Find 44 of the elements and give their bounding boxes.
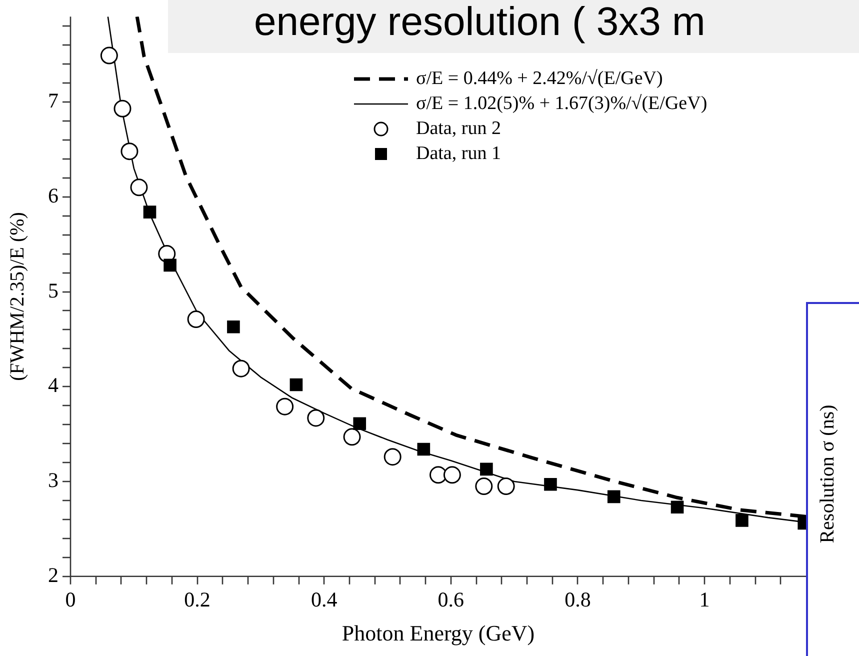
y-tick-label: 2 [48, 562, 58, 587]
title-banner: energy resolution ( 3x3 m [168, 0, 859, 53]
y-tick-label: 3 [48, 468, 58, 492]
legend-label: σ/E = 0.44% + 2.42%/√(E/GeV) [416, 68, 663, 90]
point [187, 310, 205, 328]
y-tick-label: 7 [48, 88, 58, 113]
point [114, 100, 132, 118]
point [384, 448, 402, 466]
legend-label: σ/E = 1.02(5)% + 1.67(3)%/√(E/GeV) [416, 92, 708, 114]
point [164, 258, 176, 272]
point [353, 417, 366, 430]
point [143, 206, 156, 218]
point [276, 398, 294, 416]
y-tick-label: 6 [48, 183, 58, 208]
point [497, 478, 515, 496]
point [480, 462, 493, 476]
legend-label: Data, run 1 [416, 142, 501, 164]
x-tick-label: 0 [65, 588, 76, 612]
point [670, 500, 684, 514]
x-tick-label: 1 [699, 588, 710, 612]
point [227, 320, 240, 334]
point [120, 142, 138, 160]
point [232, 360, 250, 378]
x-tick-label: 0.6 [438, 588, 464, 612]
point [417, 442, 430, 456]
point [307, 409, 325, 427]
point [100, 46, 118, 64]
point [443, 466, 461, 484]
y-tick-label: 4 [48, 373, 59, 398]
x-tick-label: 0.2 [184, 588, 210, 612]
legend-label: Data, run 2 [416, 118, 501, 140]
point [290, 378, 303, 392]
point [544, 478, 557, 491]
y-tick-label: 5 [48, 278, 58, 302]
x-tick-label: 0.4 [310, 588, 338, 612]
point [736, 514, 748, 527]
y-axis-title: (FWHM/2.35)/E (%) [6, 212, 28, 381]
x-tick-label: 0.8 [564, 588, 591, 612]
x-axis-title: Photon Energy (GeV) [342, 620, 535, 646]
point [343, 428, 361, 446]
text: Resolution σ (ns) [816, 404, 840, 544]
point [607, 490, 620, 504]
point [475, 478, 493, 496]
point [130, 178, 148, 196]
